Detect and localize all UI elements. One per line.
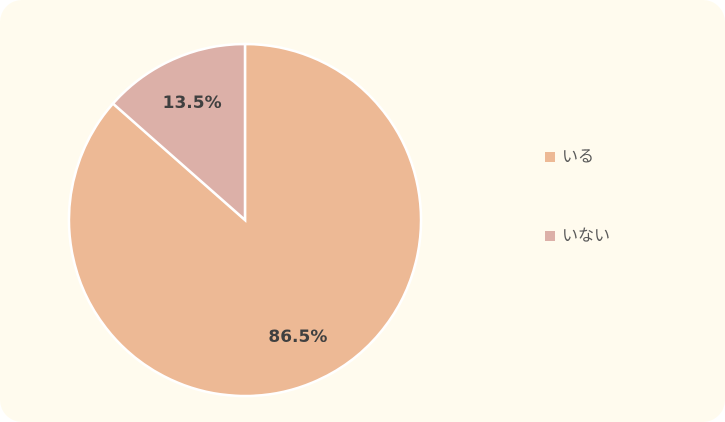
data-label: 86.5%	[268, 327, 327, 347]
pie-slice	[111, 42, 247, 223]
legend-label: いない	[562, 226, 610, 245]
legend-label: いる	[562, 147, 594, 166]
legend-swatch	[545, 231, 555, 241]
data-label: 13.5%	[163, 93, 222, 113]
legend-swatch	[545, 152, 555, 162]
